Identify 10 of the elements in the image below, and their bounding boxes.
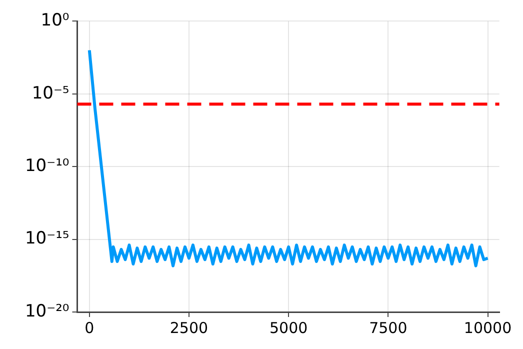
x-tick-label: 7500 xyxy=(369,318,408,337)
x-tick-label: 0 xyxy=(84,318,94,337)
y-tick-label: 10⁻¹⁰ xyxy=(24,156,70,176)
x-tick-label: 5000 xyxy=(269,318,308,337)
y-tick-label: 10⁻²⁰ xyxy=(24,301,70,322)
x-tick-label: 2500 xyxy=(170,318,208,337)
y-tick-label: 10⁻⁵ xyxy=(32,83,70,104)
y-tick-label: 10⁰ xyxy=(40,10,70,31)
x-tick-label: 10000 xyxy=(464,318,512,337)
y-tick-label: 10⁻¹⁵ xyxy=(24,228,70,249)
